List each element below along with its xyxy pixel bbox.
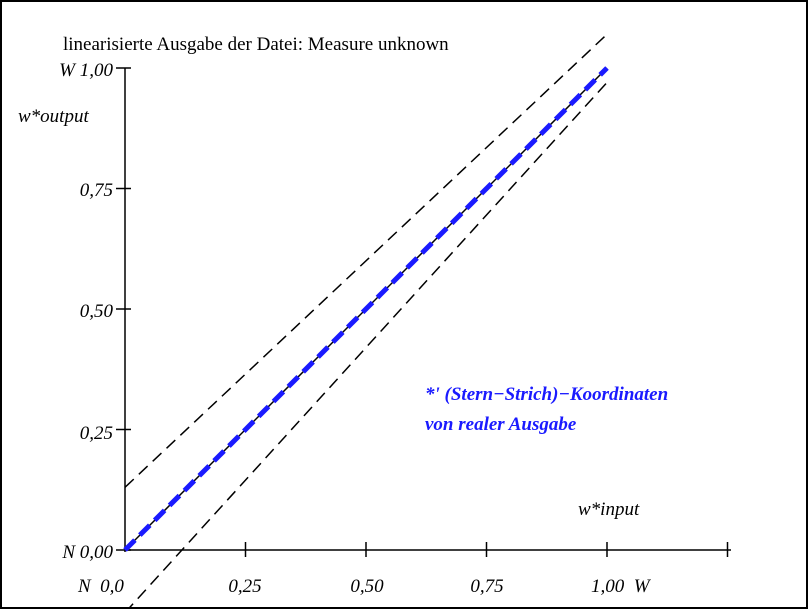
y-tick-label-2: 0,50: [80, 301, 114, 322]
y-axis-label: w*output: [18, 106, 89, 127]
annotation-line-2: von realer Ausgabe: [425, 414, 577, 435]
x-tick-label-1: 0,25: [228, 576, 261, 597]
chart-title: linearisierte Ausgabe der Datei: Measure…: [63, 34, 449, 55]
y-tick-label-3: 0,75: [80, 180, 113, 201]
axis-ticks: [116, 67, 729, 557]
y-tick-label-1: 0,25: [80, 423, 113, 444]
data-lines: [123, 33, 609, 609]
y-tick-label-4: W 1,00: [59, 60, 113, 81]
y-tick-label-0: N 0,00: [61, 542, 113, 563]
x-tick-label-0: N 0,0: [77, 576, 124, 597]
series-line-1: [123, 66, 609, 552]
x-tick-label-2: 0,50: [350, 576, 384, 597]
series-line-3: [127, 81, 608, 609]
x-tick-label-4: 1,00 W: [591, 576, 652, 597]
x-tick-label-3: 0,75: [470, 576, 503, 597]
annotation-line-1: *' (Stern−Strich)−Koordinaten: [425, 384, 668, 405]
series-line-2: [124, 33, 608, 488]
x-axis-label: w*input: [578, 499, 640, 520]
